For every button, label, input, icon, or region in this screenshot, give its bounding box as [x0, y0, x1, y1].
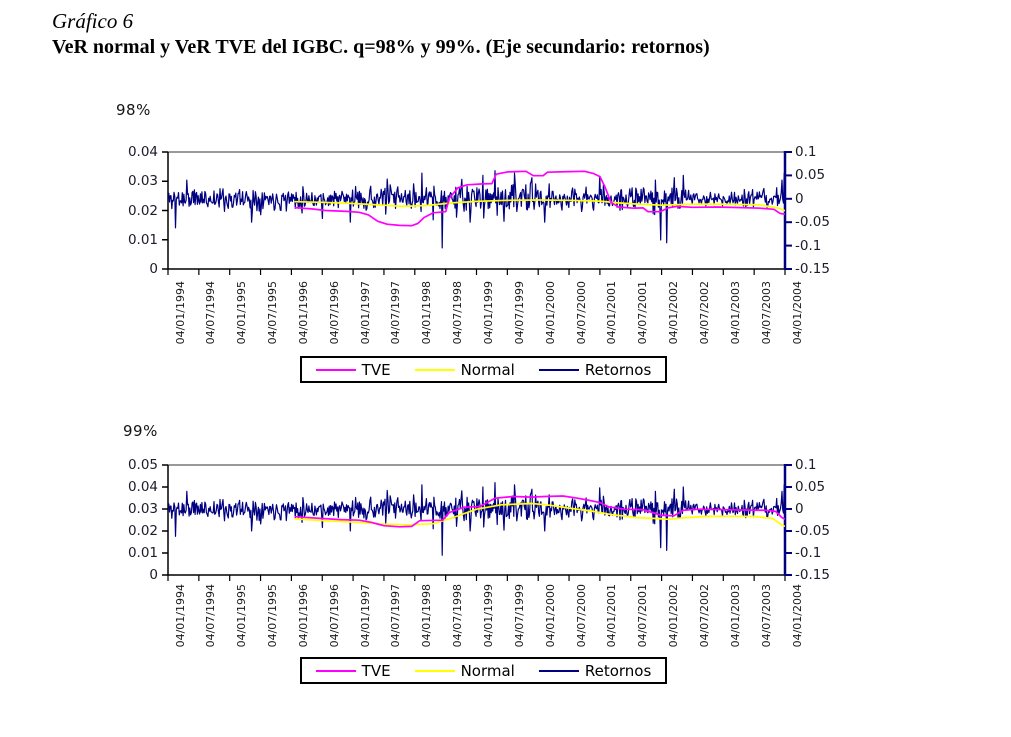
legend-label: Normal: [460, 360, 515, 379]
x-axis-tick-label: 04/01/1994: [173, 281, 187, 345]
tve-line: [294, 170, 785, 227]
legend-label: Retornos: [584, 360, 652, 379]
secondary-y-axis-tick-label: -0.15: [795, 567, 830, 583]
legend-label: Normal: [460, 661, 515, 680]
chart-title: 98%: [116, 101, 151, 119]
tve-line-swatch-icon: [315, 669, 356, 672]
x-axis-tick-label: 04/01/2002: [667, 281, 681, 345]
x-axis-tick-label: 04/01/1999: [482, 584, 495, 648]
legend-99: TVE Normal Retornos: [300, 657, 667, 684]
x-axis-tick-label: 04/01/2003: [728, 281, 742, 345]
secondary-y-axis-tick-label: 0.1: [795, 144, 817, 160]
secondary-y-axis-tick-label: -0.1: [795, 545, 822, 561]
x-axis-tick-label: 04/07/2001: [636, 584, 650, 648]
x-axis-tick-label: 04/07/1998: [451, 584, 465, 648]
secondary-y-axis-tick-label: 0: [795, 190, 804, 207]
x-axis-tick-label: 04/07/1996: [327, 281, 341, 345]
x-axis-tick-label: 04/01/1996: [296, 281, 310, 345]
secondary-y-axis-tick-label: 0.1: [795, 457, 817, 473]
y-axis-tick-label: 0.01: [127, 231, 158, 248]
secondary-y-axis-tick-label: 0.05: [795, 479, 826, 495]
x-axis-tick-label: 04/01/2003: [728, 584, 742, 648]
legend-item-normal: Normal: [414, 360, 515, 379]
x-axis-tick-label: 04/07/1995: [266, 584, 280, 648]
x-axis-tick-label: 04/01/1998: [420, 281, 434, 345]
y-axis-tick-label: 0.02: [127, 202, 158, 219]
x-axis-tick-label: 04/01/1996: [296, 584, 310, 648]
legend-item-normal: Normal: [414, 661, 515, 680]
y-axis-tick-label: 0.01: [127, 545, 158, 561]
x-axis-tick-label: 04/01/2001: [605, 281, 619, 345]
x-axis-tick-label: 04/07/1994: [204, 584, 218, 648]
secondary-y-axis-tick-label: -0.15: [795, 261, 830, 277]
x-axis-tick-label: 04/01/1999: [482, 281, 495, 345]
x-axis-tick-label: 04/01/1994: [173, 584, 187, 648]
tve-line-swatch-icon: [315, 368, 356, 371]
figure-title: VeR normal y VeR TVE del IGBC. q=98% y 9…: [52, 36, 710, 58]
retornos-line-swatch-icon: [538, 368, 579, 371]
x-axis-tick-label: 04/07/1995: [266, 281, 280, 345]
plot-area-98%: [162, 151, 792, 275]
y-axis-tick-label: 0: [149, 261, 158, 277]
y-axis-tick-label: 0.04: [127, 144, 158, 160]
secondary-y-axis-tick-label: 0.05: [795, 167, 826, 184]
legend-item-tve: TVE: [315, 661, 391, 680]
normal-line-swatch-icon: [414, 669, 455, 672]
normal-line: [294, 502, 785, 528]
y-axis-tick-label: 0.02: [127, 523, 158, 539]
legend-label: Retornos: [584, 661, 652, 680]
x-axis-tick-label: 04/01/2004: [790, 281, 804, 345]
y-axis-tick-label: 0.04: [127, 479, 158, 495]
y-axis-tick-label: 0.05: [127, 457, 158, 473]
x-axis-tick-label: 04/07/1999: [512, 584, 526, 648]
x-axis-tick-label: 04/01/2000: [543, 584, 557, 648]
legend-label: TVE: [361, 661, 391, 680]
x-axis-tick-label: 04/01/1997: [358, 584, 372, 648]
x-axis-tick-label: 04/01/2000: [543, 281, 557, 345]
figure-label: Gráfico 6: [52, 9, 134, 33]
x-axis-tick-label: 04/07/2002: [697, 281, 711, 345]
y-axis-tick-label: 0.03: [127, 173, 158, 190]
x-axis-tick-label: 04/07/1999: [512, 281, 526, 345]
x-axis-tick-label: 04/01/1995: [235, 584, 249, 648]
x-axis-tick-label: 04/07/1998: [451, 281, 465, 345]
retornos-line: [168, 482, 785, 556]
x-axis-tick-label: 04/07/2003: [759, 281, 773, 345]
x-axis-tick-label: 04/07/1997: [389, 281, 403, 345]
x-axis-tick-label: 04/07/2000: [574, 281, 588, 345]
x-axis-tick-label: 04/01/1995: [235, 281, 249, 345]
legend-item-retornos: Retornos: [538, 661, 652, 680]
legend-item-tve: TVE: [315, 360, 391, 379]
x-axis-tick-label: 04/07/1996: [327, 584, 341, 648]
y-axis-tick-label: 0: [149, 567, 158, 583]
secondary-y-axis-tick-label: -0.05: [795, 214, 830, 231]
y-axis-tick-label: 0.03: [127, 501, 158, 517]
x-axis-tick-label: 04/07/2000: [574, 584, 588, 648]
secondary-y-axis-tick-label: -0.1: [795, 237, 822, 254]
legend-label: TVE: [361, 360, 391, 379]
x-axis-tick-label: 04/01/1998: [420, 584, 434, 648]
normal-line-swatch-icon: [414, 368, 455, 371]
x-axis-tick-label: 04/01/1997: [358, 281, 372, 345]
plot-area-99%: [162, 464, 792, 581]
x-axis-tick-label: 04/07/1994: [204, 281, 218, 345]
retornos-line-swatch-icon: [538, 669, 579, 672]
x-axis-tick-label: 04/01/2001: [605, 584, 619, 648]
secondary-y-axis-tick-label: 0: [795, 501, 804, 517]
normal-line: [294, 199, 785, 212]
x-axis-tick-label: 04/01/2002: [667, 584, 681, 648]
x-axis-tick-label: 04/07/1997: [389, 584, 403, 648]
legend-98: TVE Normal Retornos: [300, 356, 667, 383]
retornos-line: [168, 170, 785, 249]
x-axis-tick-label: 04/07/2003: [759, 584, 773, 648]
x-axis-tick-label: 04/07/2001: [636, 281, 650, 345]
legend-item-retornos: Retornos: [538, 360, 652, 379]
tve-line: [294, 495, 785, 528]
chart-title: 99%: [123, 422, 158, 440]
x-axis-tick-label: 04/07/2002: [697, 584, 711, 648]
x-axis-tick-label: 04/01/2004: [790, 584, 804, 648]
secondary-y-axis-tick-label: -0.05: [795, 523, 830, 539]
